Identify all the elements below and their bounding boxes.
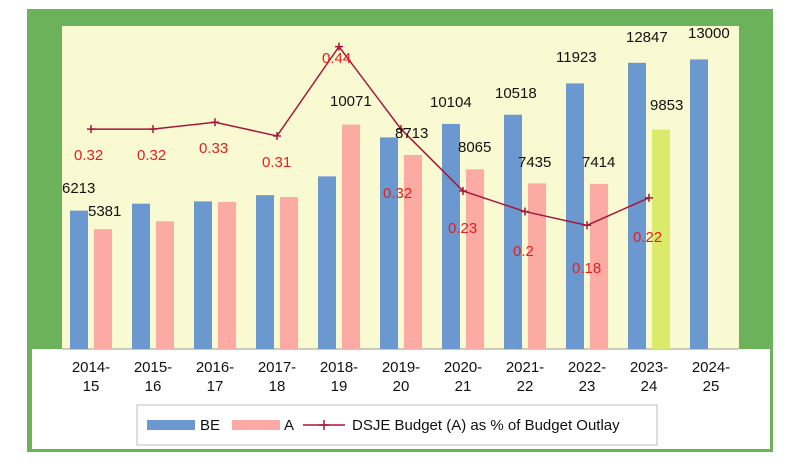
pct-label-2021-22: 0.2 [513,243,534,260]
x-ticks-group: 2014-15 2015-16 2016-17 2017-18 2018-19 2019-… [72,359,730,395]
plot-area [62,26,739,349]
bar-be-2016-17 [194,201,212,349]
bar-label-a-2020-21: 8065 [458,139,491,156]
pct-label-2022-23: 0.18 [572,260,601,277]
bar-a-2014-15 [94,229,112,349]
x-tick-2018-19: 2018-19 [320,359,358,395]
x-tick-2019-20: 2019-20 [382,359,420,395]
bar-label-be-2023-24: 12847 [626,29,668,46]
line-series-group [87,42,653,230]
legend-box [136,404,658,446]
bar-label-be-2014-15: 6213 [62,180,95,197]
bar-label-a-2019-20: 8713 [395,125,428,142]
bar-a-2016-17 [218,202,236,349]
bars-group [70,59,708,350]
legend-label-a: A [284,417,294,434]
bar-label-a-2014-15: 5381 [88,203,121,220]
pct-label-2023-24: 0.22 [633,229,662,246]
pct-marker-2019-20 [397,125,405,134]
bar-label-be-2022-23: 11923 [556,49,597,66]
x-tick-2016-17: 2016-17 [196,359,234,395]
bar-label-a-2023-24: 9853 [650,97,683,114]
x-tick-2024-25: 2024-25 [692,359,730,395]
x-tick-2014-15: 2014-15 [72,359,110,395]
pct-marker-2016-17 [211,118,219,127]
pct-marker-2015-16 [149,125,157,134]
x-tick-2022-23: 2022-23 [568,359,606,395]
pct-label-2017-18: 0.31 [262,154,291,171]
pct-label-2014-15: 0.32 [74,147,103,164]
bar-a-2023-24 [652,129,670,349]
pct-marker-2020-21 [459,186,467,195]
bar-label-be-2024-25: 13000 [688,25,730,42]
pct-label-2015-16: 0.32 [137,147,166,164]
bar-be-2020-21 [442,123,460,350]
x-tick-2020-21: 2020-21 [444,359,482,395]
bar-be-2019-20 [380,137,398,349]
bar-a-2019-20 [404,154,422,349]
pct-marker-2014-15 [87,125,95,134]
x-tick-2015-16: 2015-16 [134,359,172,395]
bar-be-2022-23 [566,83,584,349]
x-tick-2023-24: 2023-24 [630,359,668,395]
legend: BE A DSJE Budget (A) as % of Budget Outl… [136,404,658,446]
bar-label-be-2021-22: 10518 [495,85,537,102]
x-tick-2017-18: 2017-18 [258,359,296,395]
legend-label-be: BE [200,417,220,434]
pct-marker-2022-23 [583,221,591,230]
bar-a-2021-22 [528,183,546,349]
bar-label-a-2021-22: 7435 [518,154,551,171]
bar-be-2024-25 [690,59,708,350]
legend-line-marker [319,420,329,430]
legend-label-line: DSJE Budget (A) as % of Budget Outlay [352,417,620,434]
bar-be-2023-24 [628,62,646,350]
pct-label-2020-21: 0.23 [448,220,477,237]
bar-be-2021-22 [504,114,522,349]
bar-a-2020-21 [466,169,484,349]
bar-be-2017-18 [256,195,274,349]
bar-label-a-2018-19: 10071 [330,93,372,110]
bar-be-2014-15 [70,210,88,349]
pct-marker-2021-22 [521,207,529,216]
bar-a-2017-18 [280,197,298,349]
pct-marker-2017-18 [273,131,281,140]
pct-line [91,45,650,227]
bar-label-a-2022-23: 7414 [582,154,615,171]
x-tick-2021-22: 2021-22 [506,359,544,395]
pct-label-2019-20: 0.32 [383,185,412,202]
legend-swatch-be [147,420,195,430]
bar-label-be-2020-21: 10104 [430,94,472,111]
legend-swatch-a [232,420,280,430]
pct-label-2016-17: 0.33 [199,140,228,157]
pct-label-2018-19: 0.44 [322,50,351,67]
bar-be-2015-16 [132,203,150,349]
bar-be-2018-19 [318,176,336,349]
bar-a-2018-19 [342,124,360,349]
pct-marker-2018-19 [335,42,343,51]
pct-marker-2023-24 [645,193,653,202]
bar-a-2015-16 [156,221,174,349]
bar-a-2022-23 [590,183,608,349]
